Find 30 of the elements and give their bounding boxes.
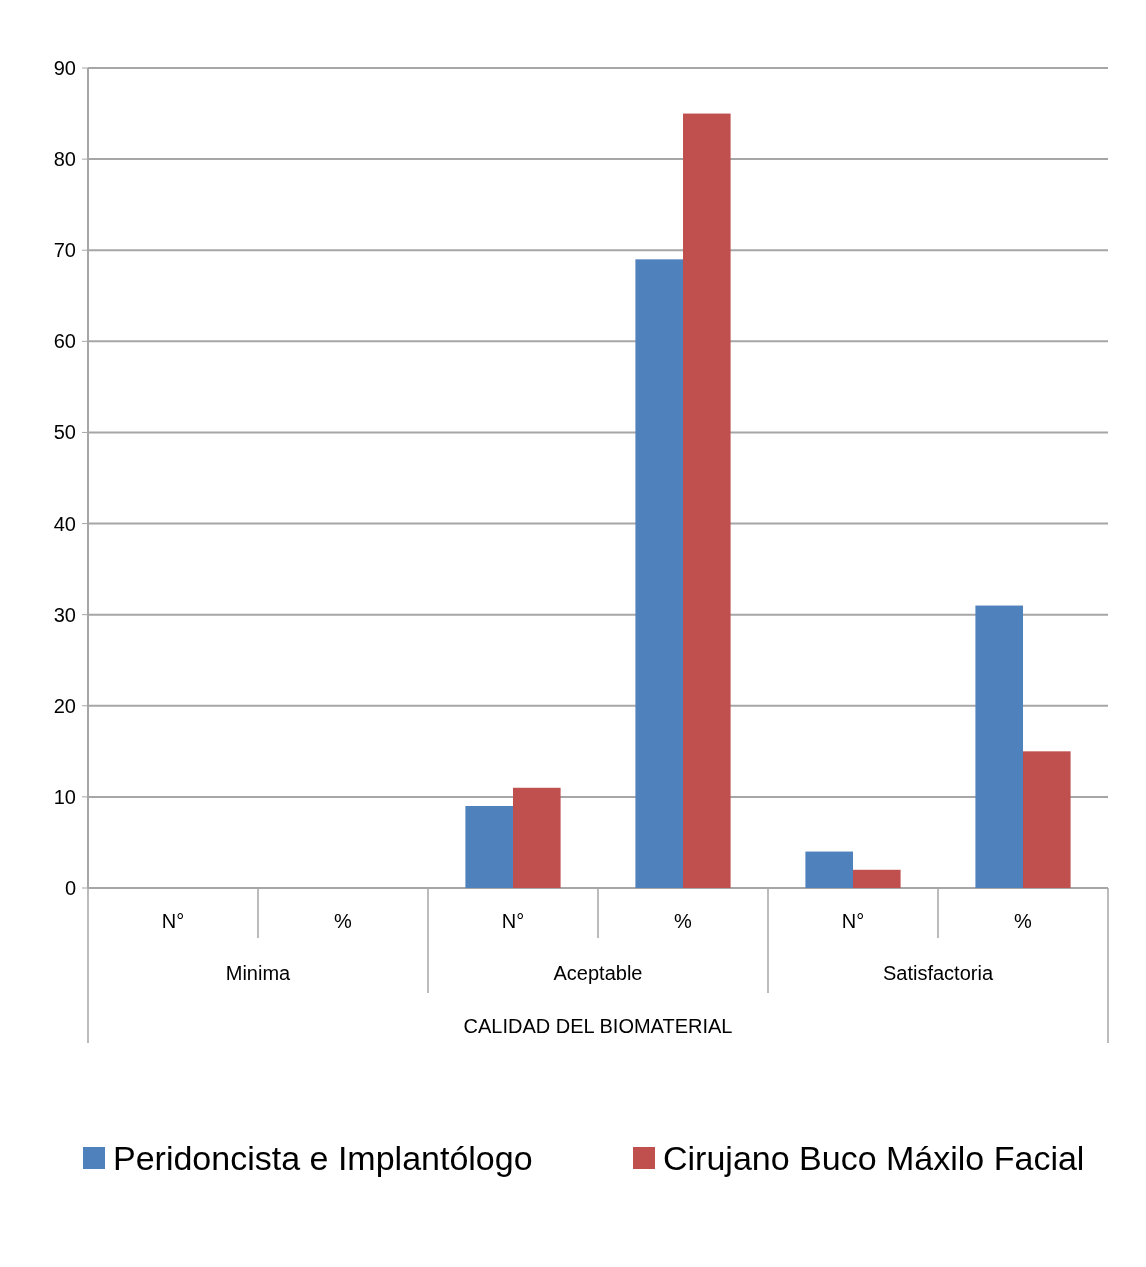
y-tick-label: 30: [53, 603, 76, 626]
y-tick-label: 10: [53, 785, 76, 808]
legend-label: Cirujano Buco Máxilo Facial: [663, 1138, 1085, 1177]
y-tick-label: 20: [53, 694, 76, 717]
bar: [465, 806, 513, 888]
text: Minima: [225, 962, 292, 984]
x-tick-label: %: [1014, 910, 1033, 932]
y-tick-label: 90: [53, 57, 76, 79]
x-tick-label: N°: [841, 910, 865, 932]
y-tick-label: 80: [53, 148, 76, 171]
x-tick-label: N°: [501, 910, 525, 932]
text: Aceptable: [553, 962, 643, 984]
y-tick-label: 40: [53, 512, 76, 535]
x-axis-title: CALIDAD DEL BIOMATERIAL: [463, 1015, 733, 1037]
text: Satisfactoria: [882, 962, 994, 984]
legend-label: Peridoncista e Implantólogo: [113, 1138, 533, 1177]
bar: [975, 605, 1023, 888]
bar: [513, 787, 561, 888]
y-tick-label: 60: [53, 330, 76, 353]
bar: [683, 113, 731, 888]
x-tick-label: N°: [161, 910, 185, 932]
bar: [635, 259, 683, 888]
bar: [1023, 751, 1071, 888]
y-tick-label: 50: [53, 421, 76, 444]
y-tick-label: 70: [53, 239, 76, 262]
y-tick-label: 0: [64, 877, 76, 899]
bar: [853, 869, 901, 888]
x-tick-label: %: [334, 910, 353, 932]
bar: [805, 851, 853, 888]
x-tick-label: %: [674, 910, 693, 932]
